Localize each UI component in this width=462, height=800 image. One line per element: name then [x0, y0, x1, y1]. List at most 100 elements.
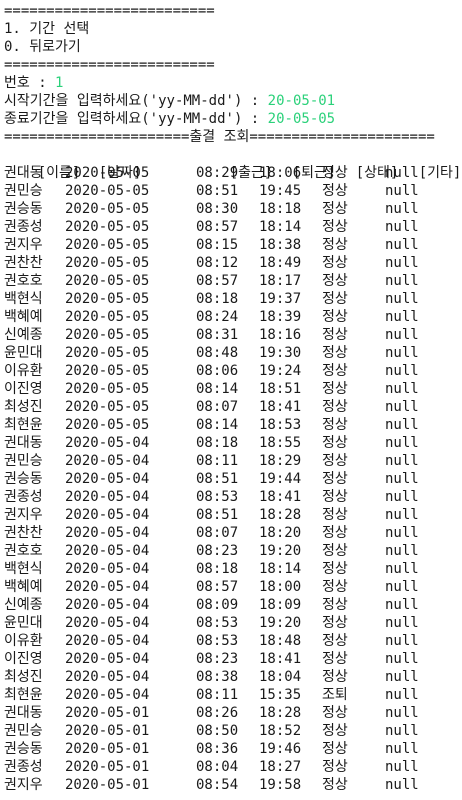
date-cell: 2020-05-05: [65, 363, 150, 379]
table-row: 최성진 2020-05-05 08:07 18:41 정상 null: [4, 398, 458, 416]
name-cell: 권대동: [4, 165, 43, 181]
name-cell: 권승동: [4, 201, 43, 217]
date-cell: 2020-05-01: [65, 759, 150, 775]
note-cell: null: [385, 165, 419, 181]
date-cell: 2020-05-05: [65, 327, 150, 343]
name-cell: 이유환: [4, 363, 43, 379]
status-cell: 정상: [322, 741, 348, 757]
check-out-cell: 15:35: [259, 687, 302, 703]
date-cell: 2020-05-05: [65, 381, 150, 397]
status-cell: 정상: [322, 723, 348, 739]
menu-option-back: 0. 뒤로가기: [4, 39, 81, 55]
name-cell: 이진영: [4, 381, 43, 397]
start-date-input-line[interactable]: 시작기간을 입력하세요('yy-MM-dd') : 20-05-01: [4, 92, 458, 110]
check-in-cell: 08:31: [196, 327, 239, 343]
date-cell: 2020-05-04: [65, 687, 150, 703]
date-cell: 2020-05-05: [65, 417, 150, 433]
header-check-out: [퇴근]: [292, 165, 336, 181]
table-row: 신예종 2020-05-04 08:09 18:09 정상 null: [4, 596, 458, 614]
header-status: [상태]: [355, 165, 399, 181]
note-cell: null: [385, 561, 419, 577]
status-cell: 정상: [322, 651, 348, 667]
status-cell: 정상: [322, 597, 348, 613]
check-in-cell: 08:57: [196, 579, 239, 595]
note-cell: null: [385, 453, 419, 469]
table-row: 권지우 2020-05-05 08:15 18:38 정상 null: [4, 236, 458, 254]
date-cell: 2020-05-04: [65, 579, 150, 595]
table-row: 최현윤 2020-05-05 08:14 18:53 정상 null: [4, 416, 458, 434]
date-cell: 2020-05-04: [65, 651, 150, 667]
end-date-prompt: 종료기간을 입력하세요('yy-MM-dd') :: [4, 111, 268, 127]
check-in-cell: 08:23: [196, 543, 239, 559]
status-cell: 정상: [322, 327, 348, 343]
check-in-cell: 08:11: [196, 453, 239, 469]
check-in-cell: 08:14: [196, 381, 239, 397]
check-out-cell: 19:44: [259, 471, 302, 487]
check-out-cell: 19:20: [259, 543, 302, 559]
table-row: 권민승 2020-05-05 08:51 19:45 정상 null: [4, 182, 458, 200]
check-in-cell: 08:18: [196, 291, 239, 307]
note-cell: null: [385, 273, 419, 289]
date-cell: 2020-05-04: [65, 633, 150, 649]
name-cell: 권승동: [4, 741, 43, 757]
date-cell: 2020-05-04: [65, 453, 150, 469]
table-row: 권대동 2020-05-01 08:26 18:28 정상 null: [4, 704, 458, 722]
check-out-cell: 18:28: [259, 705, 302, 721]
date-cell: 2020-05-01: [65, 777, 150, 793]
check-in-cell: 08:07: [196, 399, 239, 415]
check-in-cell: 08:09: [196, 597, 239, 613]
date-cell: 2020-05-04: [65, 435, 150, 451]
status-cell: 정상: [322, 471, 348, 487]
name-cell: 권민승: [4, 183, 43, 199]
note-cell: null: [385, 201, 419, 217]
name-cell: 권호호: [4, 273, 43, 289]
check-out-cell: 19:46: [259, 741, 302, 757]
check-out-cell: 18:41: [259, 399, 302, 415]
check-in-cell: 08:29: [196, 165, 239, 181]
name-cell: 이진영: [4, 651, 43, 667]
name-cell: 윤민대: [4, 345, 43, 361]
name-cell: 최성진: [4, 399, 43, 415]
table-row: 권승동 2020-05-01 08:36 19:46 정상 null: [4, 740, 458, 758]
number-input-line[interactable]: 번호 : 1: [4, 74, 458, 92]
status-cell: 정상: [322, 705, 348, 721]
check-in-cell: 08:50: [196, 723, 239, 739]
table-row: 권승동 2020-05-05 08:30 18:18 정상 null: [4, 200, 458, 218]
status-cell: 정상: [322, 255, 348, 271]
status-cell: 정상: [322, 669, 348, 685]
table-row: 백혜예 2020-05-05 08:24 18:39 정상 null: [4, 308, 458, 326]
table-row: 이진영 2020-05-04 08:23 18:41 정상 null: [4, 650, 458, 668]
check-in-cell: 08:36: [196, 741, 239, 757]
name-cell: 신예종: [4, 327, 43, 343]
name-cell: 권민승: [4, 453, 43, 469]
table-row: 이유환 2020-05-04 08:53 18:48 정상 null: [4, 632, 458, 650]
note-cell: null: [385, 255, 419, 271]
check-out-cell: 19:20: [259, 615, 302, 631]
check-out-cell: 18:18: [259, 201, 302, 217]
status-cell: 정상: [322, 615, 348, 631]
start-date-value: 20-05-01: [267, 93, 336, 109]
name-cell: 백현식: [4, 291, 43, 307]
table-row: 백혜예 2020-05-04 08:57 18:00 정상 null: [4, 578, 458, 596]
date-cell: 2020-05-05: [65, 291, 150, 307]
name-cell: 권종성: [4, 489, 43, 505]
check-out-cell: 18:09: [259, 597, 302, 613]
table-row: 백현식 2020-05-04 08:18 18:14 정상 null: [4, 560, 458, 578]
check-in-cell: 08:51: [196, 183, 239, 199]
status-cell: 정상: [322, 417, 348, 433]
note-cell: null: [385, 705, 419, 721]
note-cell: null: [385, 507, 419, 523]
date-cell: 2020-05-05: [65, 273, 150, 289]
check-in-cell: 08:53: [196, 633, 239, 649]
header-note: [기타]: [418, 165, 462, 181]
check-out-cell: 18:00: [259, 579, 302, 595]
name-cell: 백혜예: [4, 579, 43, 595]
name-cell: 권민승: [4, 723, 43, 739]
menu-option-select-period: 1. 기간 선택: [4, 21, 90, 37]
check-out-cell: 18:04: [259, 669, 302, 685]
end-date-input-line[interactable]: 종료기간을 입력하세요('yy-MM-dd') : 20-05-05: [4, 110, 458, 128]
check-out-cell: 18:55: [259, 435, 302, 451]
table-row: 권종성 2020-05-04 08:53 18:41 정상 null: [4, 488, 458, 506]
date-cell: 2020-05-04: [65, 615, 150, 631]
